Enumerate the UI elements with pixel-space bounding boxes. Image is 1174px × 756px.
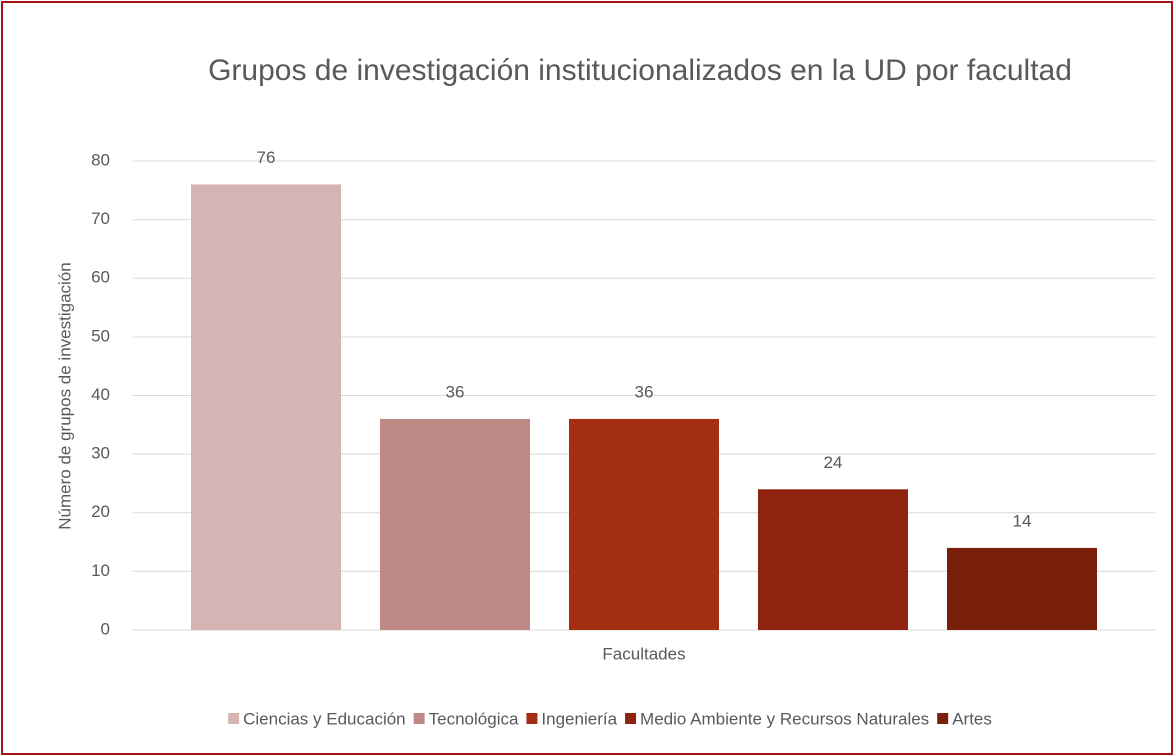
legend-label: Medio Ambiente y Recursos Naturales [640, 709, 929, 728]
y-tick-label: 30 [91, 444, 110, 463]
x-tick-label: Facultades [602, 644, 685, 663]
y-axis-label: Número de grupos de investigación [55, 262, 74, 529]
bar [758, 489, 908, 630]
chart-title: Grupos de investigación institucionaliza… [208, 54, 1072, 87]
legend-label: Ciencias y Educación [243, 709, 406, 728]
legend-swatch [937, 713, 949, 724]
legend-label: Artes [952, 709, 992, 728]
legend-swatch [625, 713, 637, 724]
y-tick-label: 70 [91, 209, 110, 228]
y-tick-label: 40 [91, 385, 110, 404]
legend-label: Tecnológica [429, 709, 519, 728]
legend-label: Ingeniería [541, 709, 617, 728]
bar [569, 418, 719, 630]
data-label: 76 [257, 148, 276, 167]
bar [191, 184, 341, 630]
legend-swatch [413, 713, 425, 724]
bar [947, 547, 1097, 630]
y-tick-label: 10 [91, 561, 110, 580]
data-label: 24 [824, 453, 843, 472]
y-tick-label: 50 [91, 326, 110, 345]
legend-swatch [228, 713, 240, 724]
data-label: 36 [635, 382, 654, 401]
data-label: 14 [1013, 511, 1032, 530]
legend-swatch [526, 713, 538, 724]
y-tick-label: 60 [91, 268, 110, 287]
data-label: 36 [446, 382, 465, 401]
y-tick-label: 80 [91, 150, 110, 169]
bar [380, 418, 530, 630]
y-tick-label: 20 [91, 502, 110, 521]
y-tick-label: 0 [101, 619, 110, 638]
